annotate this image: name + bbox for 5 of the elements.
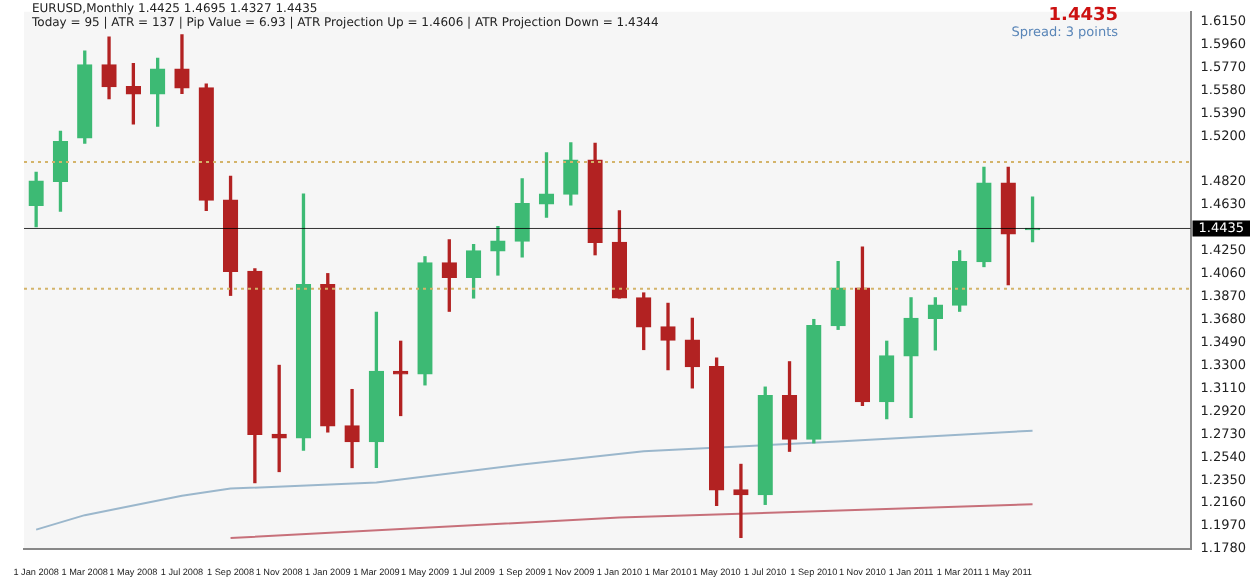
- candlestick: [344, 388, 360, 469]
- candlestick: [660, 302, 676, 371]
- annotation: 1.4435: [1048, 6, 1118, 26]
- candlestick: [490, 226, 506, 276]
- candlestick: [733, 463, 749, 539]
